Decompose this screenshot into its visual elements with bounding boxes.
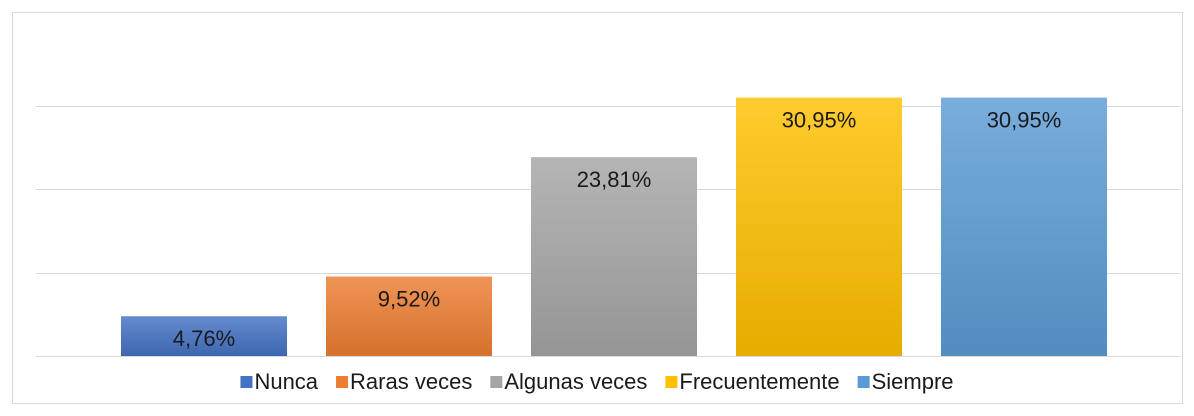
legend-label: Nunca: [254, 369, 318, 394]
bar: [325, 276, 493, 356]
legend-label: Raras veces: [350, 369, 472, 394]
legend-label: Frecuentemente: [679, 369, 839, 394]
legend-swatch: [857, 376, 870, 388]
data-label: 9,52%: [378, 286, 440, 311]
legend-swatch: [336, 376, 349, 388]
legend-label: Algunas veces: [504, 369, 647, 394]
bar: [530, 157, 698, 356]
bar: [735, 97, 903, 356]
legend-swatch: [490, 376, 503, 388]
data-label: 30,95%: [987, 107, 1062, 132]
legend-label: Siempre: [872, 369, 954, 394]
data-label: 4,76%: [173, 326, 235, 351]
legend-swatch: [665, 376, 678, 388]
data-label: 30,95%: [782, 107, 857, 132]
data-label: 23,81%: [577, 167, 652, 192]
legend-swatch: [240, 376, 253, 388]
bar: [120, 316, 288, 356]
bar: [940, 97, 1108, 356]
